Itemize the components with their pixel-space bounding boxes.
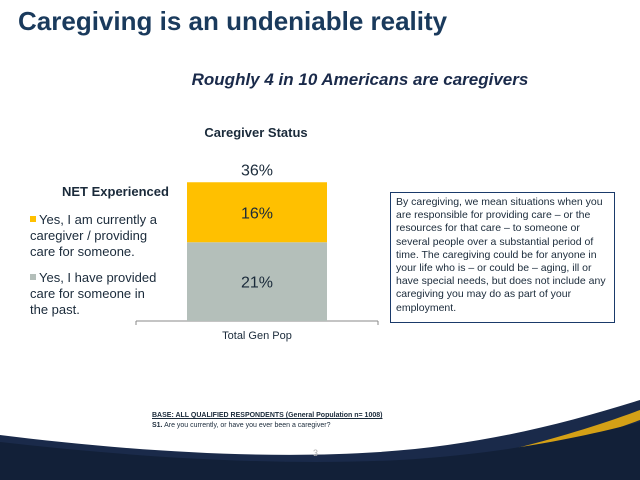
legend-item-past: Yes, I have provided care for someone in…: [30, 270, 165, 318]
data-label-total: 36%: [241, 162, 273, 179]
base-note: BASE: ALL QUALIFIED RESPONDENTS (General…: [152, 412, 383, 419]
stacked-bar-chart: 21% 16% 36% Total Gen Pop: [135, 162, 379, 342]
chart-title: Caregiver Status: [204, 125, 308, 140]
legend-swatch-current: [30, 216, 36, 222]
legend-label-past: Yes, I have provided care for someone in…: [30, 270, 157, 317]
bar-segment-current: [187, 182, 327, 243]
question-label: S1.: [152, 422, 163, 429]
legend-item-current: Yes, I am currently a caregiver / provid…: [30, 212, 165, 260]
footer-wave-decoration: [0, 400, 640, 480]
slide-subtitle: Roughly 4 in 10 Americans are caregivers: [191, 70, 529, 89]
legend-label-current: Yes, I am currently a caregiver / provid…: [30, 212, 158, 259]
net-experienced-label: NET Experienced: [62, 184, 169, 199]
x-tick-label-total-gen-pop: Total Gen Pop: [222, 330, 292, 342]
footer-wave-deep: [0, 422, 640, 480]
caregiving-definition-box: By caregiving, we mean situations when y…: [390, 192, 615, 323]
footnote-block: BASE: ALL QUALIFIED RESPONDENTS (General…: [152, 411, 382, 431]
question-text: Are you currently, or have you ever been…: [162, 422, 331, 429]
data-label-current: 16%: [241, 205, 273, 222]
legend-swatch-past: [30, 274, 36, 280]
slide-title: Caregiving is an undeniable reality: [18, 6, 448, 36]
question-note: S1. Are you currently, or have you ever …: [152, 421, 382, 431]
data-label-past: 21%: [241, 275, 273, 292]
bar-segment-past: [187, 242, 327, 321]
page-number: 3: [313, 448, 319, 458]
